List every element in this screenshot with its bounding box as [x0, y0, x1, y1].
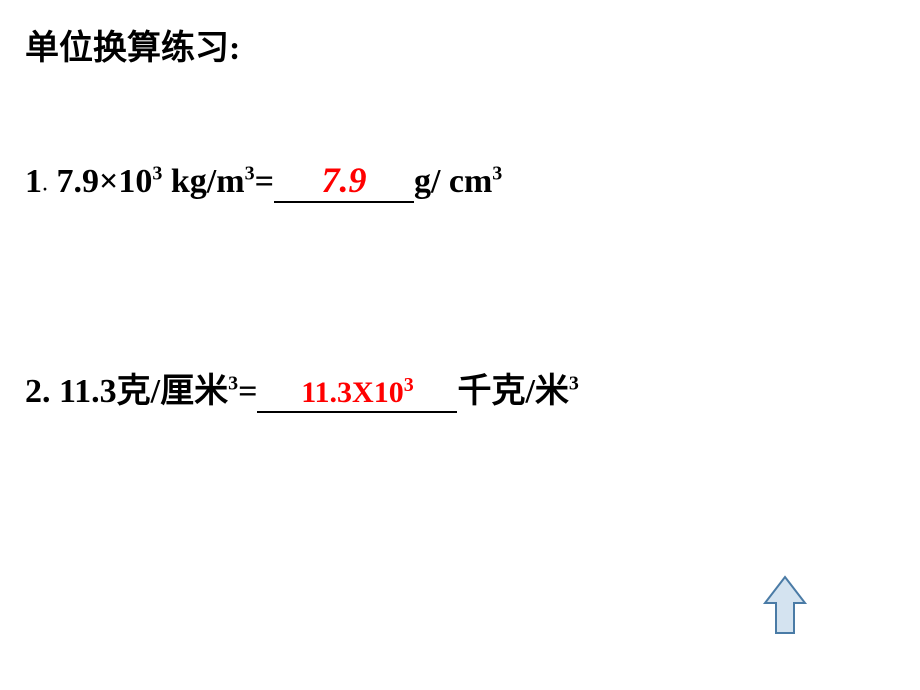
problem-2-lhs-base: 11.3克/厘米 [59, 373, 228, 410]
problem-2: 2. 11.3克/厘米3=11.3X103千克/米3 [25, 363, 895, 413]
page-title: 单位换算练习: [25, 20, 895, 69]
problem-1-lhs-unit-exp: 3 [245, 163, 255, 185]
problem-1-lhs-base: 7.9×10 [57, 163, 153, 200]
problem-2-answer: 11.3X103 [301, 376, 414, 409]
problem-1-number: 1 [25, 163, 42, 200]
problem-1-rhs-unit-exp: 3 [492, 163, 502, 185]
problem-1-dot: . [42, 171, 48, 197]
problem-2-rhs-unit-exp: 3 [569, 373, 579, 395]
problem-1-lhs-unit: kg/m [162, 163, 244, 200]
problem-1-equals: = [255, 163, 274, 200]
problem-2-rhs-unit: 千克/米 [457, 373, 568, 410]
problem-2-blank: 11.3X103 [257, 373, 457, 413]
problem-2-lhs-exp: 3 [228, 373, 238, 395]
problem-1-rhs-unit: g/ cm [414, 163, 492, 200]
problem-1: 1. 7.9×103 kg/m3=7.9g/ cm3 [25, 159, 895, 203]
up-arrow-icon[interactable] [760, 575, 810, 640]
problem-2-number: 2. [25, 373, 59, 410]
problem-2-equals: = [238, 373, 257, 410]
problem-1-lhs-exp: 3 [152, 163, 162, 185]
problem-1-answer: 7.9 [321, 160, 366, 200]
problem-1-blank: 7.9 [274, 159, 414, 203]
